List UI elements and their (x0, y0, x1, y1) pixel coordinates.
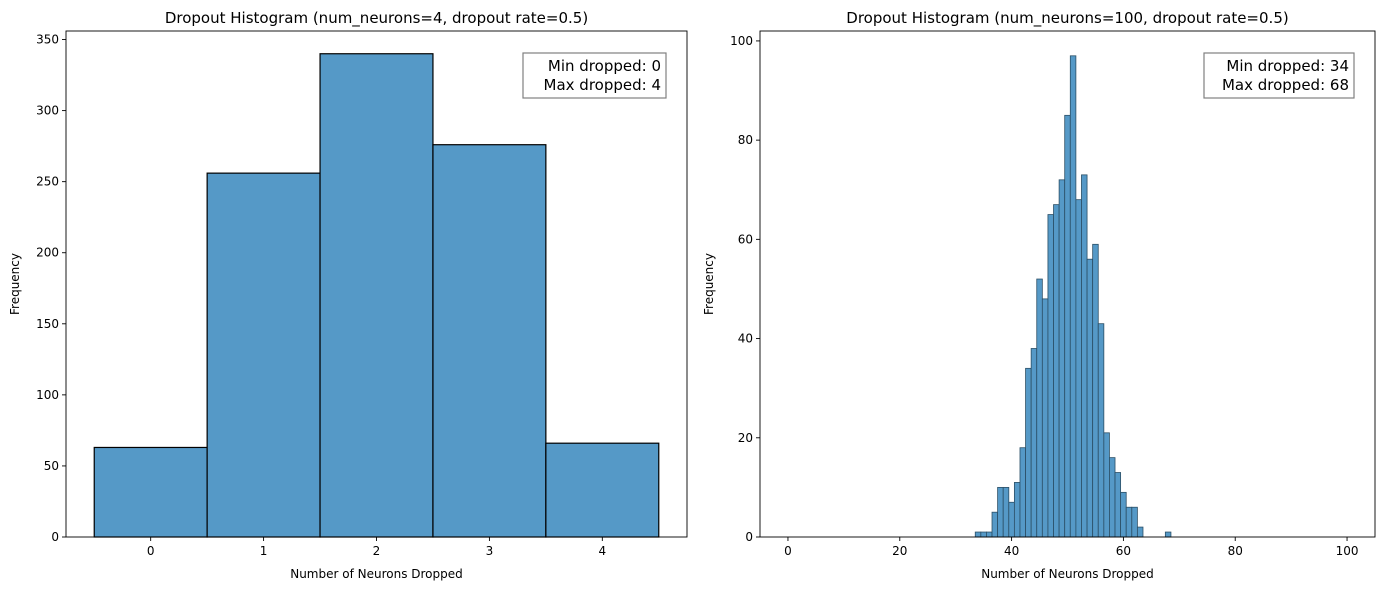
y-tick-label: 100 (730, 34, 753, 48)
histogram-bar (1025, 367, 1032, 538)
histogram-bar (1092, 243, 1099, 538)
histogram-bar (1109, 457, 1116, 538)
y-tick-label: 60 (738, 232, 753, 246)
y-axis-label: Frequency (702, 253, 716, 315)
y-axis-label: Frequency (8, 253, 22, 315)
histogram-bar (1114, 472, 1122, 538)
histogram-bar (1103, 432, 1110, 538)
x-tick-label: 1 (260, 544, 268, 558)
chart-title: Dropout Histogram (num_neurons=100, drop… (846, 9, 1288, 28)
histogram-bar (1125, 506, 1133, 538)
y-tick-label: 50 (44, 459, 59, 473)
y-tick-label: 350 (36, 33, 59, 47)
histogram-bar (1064, 114, 1071, 538)
stats-annotation-line: Max dropped: 68 (1222, 76, 1349, 94)
x-tick-label: 2 (373, 544, 381, 558)
histogram-bar (1058, 179, 1066, 538)
x-tick-label: 20 (892, 544, 907, 558)
y-tick-label: 300 (36, 104, 59, 118)
histogram-bar (986, 531, 993, 538)
y-tick-label: 100 (36, 388, 59, 402)
x-tick-label: 100 (1336, 544, 1359, 558)
histogram-bar (1120, 491, 1127, 538)
histogram-bar (1164, 531, 1172, 538)
histogram-bar (1041, 298, 1049, 538)
y-tick-label: 150 (36, 317, 59, 331)
histogram-bar (1013, 482, 1021, 538)
histogram-bar (1053, 204, 1060, 538)
y-tick-label: 200 (36, 246, 59, 260)
x-axis-label: Number of Neurons Dropped (290, 567, 463, 581)
y-tick-label: 0 (51, 530, 59, 544)
x-tick-label: 0 (147, 544, 155, 558)
histogram-bar (1008, 501, 1015, 538)
y-tick-label: 80 (738, 133, 753, 147)
histogram-bar (93, 446, 208, 538)
x-tick-label: 40 (1004, 544, 1019, 558)
stats-annotation-line: Min dropped: 34 (1226, 57, 1349, 75)
y-tick-label: 0 (745, 530, 753, 544)
y-tick-label: 40 (738, 332, 753, 346)
chart-panel-2: 0 20 40 60 80 100 0 20 40 60 80 100 Dropout Histogra… (702, 9, 1376, 581)
histogram-bar (997, 486, 1004, 538)
histogram-bar (1136, 526, 1144, 538)
x-tick-label: 0 (784, 544, 792, 558)
chart-title: Dropout Histogram (num_neurons=4, dropou… (165, 9, 588, 28)
histogram-bar (319, 53, 434, 538)
x-tick-label: 80 (1228, 544, 1243, 558)
histogram-bar (1075, 199, 1082, 538)
stats-annotation-line: Max dropped: 4 (544, 76, 661, 94)
stats-annotation-line: Min dropped: 0 (548, 57, 661, 75)
x-tick-label: 3 (486, 544, 494, 558)
histogram-bar (980, 531, 987, 538)
axes-frame (759, 30, 1376, 538)
histogram-bar (1036, 278, 1043, 538)
histogram-bar (1030, 348, 1038, 538)
histogram-bar (1131, 506, 1138, 538)
histogram-bar (1081, 174, 1088, 538)
x-tick-label: 60 (1116, 544, 1131, 558)
chart-panel-1: 0 1 2 3 4 0 50 100 150 200 250 300 350 Dropout Histog… (8, 9, 688, 581)
histogram-bar (1086, 258, 1094, 538)
histogram-bar (1047, 214, 1054, 538)
histogram-bar (991, 511, 999, 538)
histogram-bar (1069, 55, 1077, 538)
stats-annotation-box (522, 52, 667, 99)
y-tick-label: 250 (36, 175, 59, 189)
y-tick-label: 20 (738, 431, 753, 445)
x-axis-label: Number of Neurons Dropped (981, 567, 1154, 581)
stats-annotation-box (1203, 52, 1355, 99)
x-tick-label: 4 (598, 544, 606, 558)
histogram-bar (545, 442, 660, 538)
histogram-bar (1097, 323, 1105, 538)
histogram-bar (974, 531, 982, 538)
histogram-bar (432, 144, 547, 538)
histogram-bar (1002, 486, 1010, 538)
histogram-bar (1019, 447, 1026, 538)
histogram-bar (206, 172, 321, 538)
